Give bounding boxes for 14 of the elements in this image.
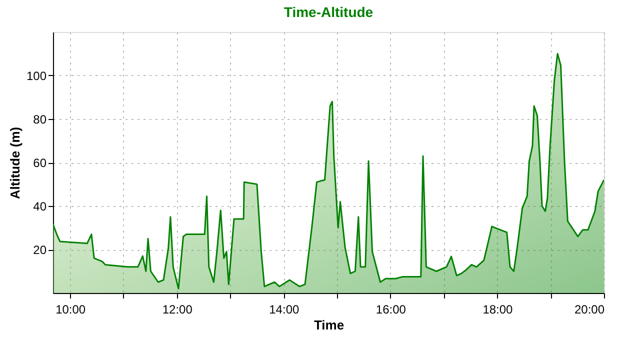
y-axis-title: Altitude (m) [7,126,22,200]
x-tick-label: 14:00 [269,302,300,316]
chart-title: Time-Altitude [284,4,374,20]
x-tick-label: 18:00 [482,302,514,316]
y-tick-label: 80 [33,112,47,126]
x-tick-label: 20:00 [574,302,605,316]
y-tick-label: 20 [33,243,47,257]
y-tick-label: 60 [33,156,47,170]
y-tick-label: 100 [26,69,47,83]
x-tick-label: 10:00 [56,302,86,316]
y-tick-label: 40 [33,200,47,214]
x-tick-label: 12:00 [162,302,193,316]
x-axis-title: Time [314,318,344,332]
x-tick-label: 16:00 [376,302,406,316]
